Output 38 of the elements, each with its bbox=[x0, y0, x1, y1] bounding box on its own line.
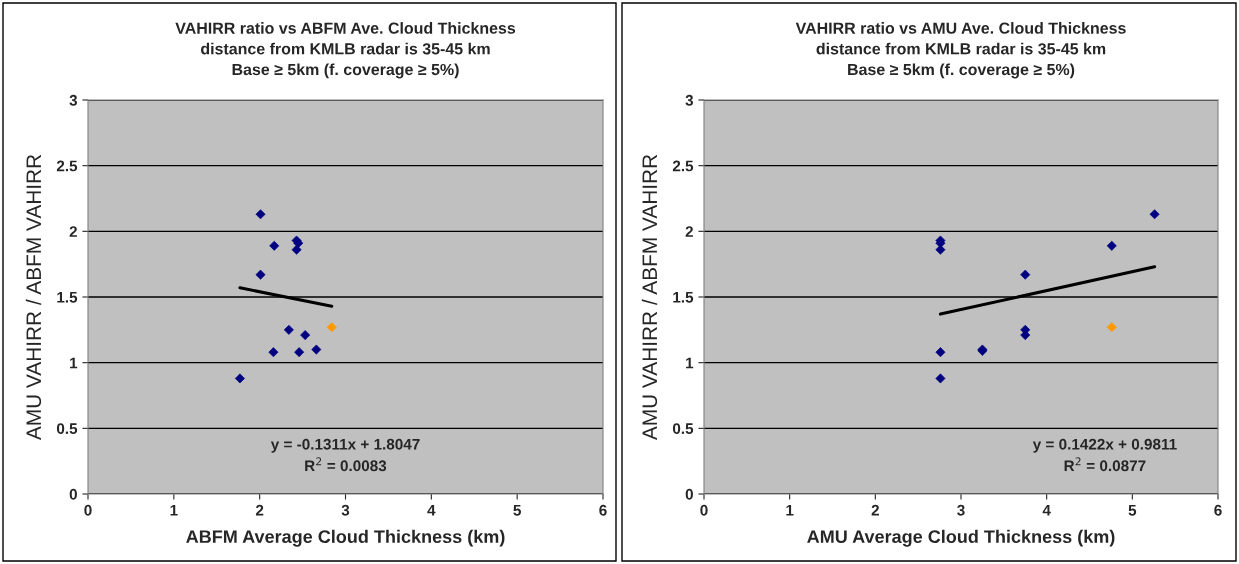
x-tick-label: 0 bbox=[700, 504, 708, 516]
y-tick-label: 0 bbox=[69, 488, 77, 500]
y-tick-label: 2 bbox=[69, 226, 77, 237]
y-tick-label: 3 bbox=[685, 94, 694, 106]
x-tick-label: 5 bbox=[1128, 504, 1137, 516]
y-tick-label: 3 bbox=[69, 94, 78, 106]
y-tick-label: 0.5 bbox=[56, 423, 78, 435]
chart-title: VAHIRR ratio vs ABFM Ave. Cloud Thickness distance from KMLB radar is 35-45 km Base ≥ 5km (f. coverage ≥ 5%) bbox=[175, 22, 516, 79]
y-tick-label: 2.5 bbox=[672, 160, 694, 172]
chart-title: VAHIRR ratio vs AMU Ave. Cloud Thickness distance from KMLB radar is 35-45 km Base ≥ 5km (f. coverage ≥ 5%) bbox=[795, 22, 1126, 79]
x-tick-label: 6 bbox=[599, 504, 607, 516]
annotation: R$^{2}$ = 0.0877 bbox=[1064, 457, 1146, 472]
x-tick-label: 6 bbox=[1214, 504, 1222, 516]
y-tick-label: 2.5 bbox=[56, 160, 78, 172]
x-tick-label: 4 bbox=[427, 504, 436, 516]
x-axis-title: AMU Average Cloud Thickness (km) bbox=[807, 529, 1115, 547]
x-tick-label: 2 bbox=[255, 504, 264, 516]
x-tick-label: 3 bbox=[957, 504, 965, 516]
y-tick-label: 1 bbox=[70, 357, 78, 369]
y-tick-label: 1 bbox=[686, 357, 694, 369]
annotation: R$^{2}$ = 0.0083 bbox=[305, 457, 387, 472]
y-tick-label: 1.5 bbox=[673, 292, 694, 303]
y-tick-label: 2 bbox=[685, 226, 693, 237]
x-axis-title: ABFM Average Cloud Thickness (km) bbox=[186, 529, 505, 547]
y-axis-title: AMU VAHIRR / ABFM VAHIRR bbox=[641, 154, 658, 441]
x-tick-label: 2 bbox=[871, 504, 879, 516]
x-tick-label: 4 bbox=[1042, 504, 1051, 516]
y-axis-title: AMU VAHIRR / ABFM VAHIRR bbox=[25, 154, 42, 441]
y-tick-label: 0.5 bbox=[672, 423, 694, 435]
x-tick-label: 0 bbox=[84, 504, 92, 516]
x-tick-label: 3 bbox=[341, 504, 350, 516]
y-tick-label: 0 bbox=[685, 488, 693, 500]
annotation: y = -0.1311x + 1.8047 bbox=[270, 438, 420, 453]
x-tick-label: 5 bbox=[513, 504, 521, 516]
x-tick-label: 1 bbox=[786, 504, 794, 516]
x-tick-label: 1 bbox=[170, 504, 178, 516]
annotation: y = 0.1422x + 0.9811 bbox=[1032, 438, 1177, 453]
y-tick-label: 1.5 bbox=[57, 292, 78, 303]
